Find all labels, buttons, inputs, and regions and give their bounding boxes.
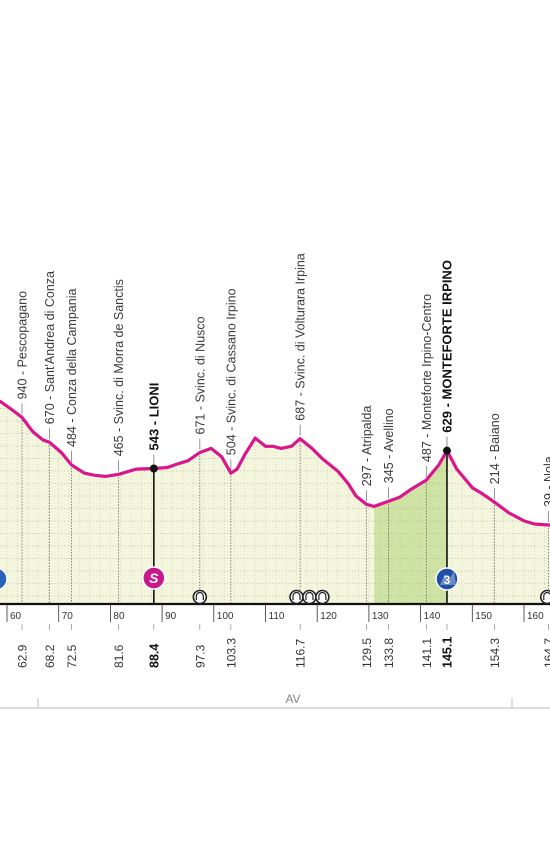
location-label-bold: 629 - MONTEFORTE IRPINO — [440, 260, 455, 433]
location-label: 504 - Svinc. di Cassano Irpino — [224, 288, 238, 455]
distance-label: 97.3 — [193, 644, 207, 668]
location-label: 671 - Svinc. di Nusco — [193, 316, 207, 434]
km-tick-label: 60 — [10, 611, 22, 622]
kom-mountain-icon — [439, 571, 456, 585]
distance-label: 154.3 — [488, 638, 502, 668]
location-label: 214 - Baiano — [488, 413, 502, 484]
profile-area — [0, 401, 550, 604]
distance-label: 68.2 — [43, 644, 57, 668]
profile-area-layer — [0, 401, 550, 604]
tunnel-icon — [315, 589, 330, 605]
distance-label: 129.5 — [360, 638, 374, 668]
finish-point-dot — [149, 464, 158, 473]
climb-highlight-area — [374, 450, 447, 604]
distance-label: 88.4 — [147, 644, 161, 668]
km-tick-label: 120 — [320, 611, 337, 622]
distance-label: 164.7 — [542, 638, 550, 668]
location-label: 940 - Pescopagano — [16, 291, 30, 399]
province-label: AV — [285, 692, 300, 706]
province-bar: AV — [0, 692, 550, 709]
km-axis: 60 70 80 90 100 110 120 130 140 150 160 — [0, 602, 550, 622]
distance-label: 141.1 — [420, 638, 434, 668]
km-tick-label: 130 — [372, 611, 389, 622]
km-tick-label: 140 — [424, 611, 441, 622]
kom-badge-label: 3 — [444, 573, 451, 587]
sprint-badge-label: S — [149, 570, 159, 586]
location-label: 297 - Atripalda — [360, 406, 374, 487]
tunnel-icon — [302, 589, 317, 605]
km-tick-label: 110 — [269, 611, 285, 622]
distance-label: 62.9 — [16, 644, 30, 668]
profile-line — [0, 399, 550, 527]
profile-line-layer — [0, 399, 550, 527]
tunnel-icon — [192, 589, 208, 605]
location-label: 345 - Avellino — [382, 408, 396, 483]
tunnel-icon — [289, 589, 304, 605]
km-tick-label: 150 — [475, 611, 492, 622]
location-label: 487 - Monteforte Irpino-Centro — [420, 294, 434, 462]
location-label: 687 - Svinc. di Volturara Irpina — [294, 253, 308, 420]
distance-labels: 62.9 68.2 72.5 81.6 88.4 97.3 103.3 116.7 129.5 1… — [16, 624, 550, 668]
sprint-badge-icon — [142, 566, 166, 590]
kom-badge-icon — [435, 567, 459, 591]
tunnel-icon — [539, 589, 550, 605]
km-tick-label: 70 — [62, 611, 74, 622]
km-tick-label: 80 — [113, 611, 125, 622]
distance-label: 81.6 — [112, 644, 126, 668]
distance-label: 116.7 — [294, 639, 308, 668]
km-tick-label: 90 — [165, 611, 177, 622]
distance-label: 72.5 — [65, 644, 79, 668]
km-tick-label: 100 — [217, 611, 234, 622]
location-label: 670 - Sant'Andrea di Conza — [43, 271, 57, 424]
km-tick-label: 160 — [527, 611, 544, 622]
start-badge-icon — [0, 567, 8, 591]
distance-label: 133.8 — [382, 638, 396, 668]
location-label: 484 - Conza della Campania — [65, 289, 79, 447]
location-label-bold: 543 - LIONI — [146, 383, 161, 451]
finish-point-dot — [442, 446, 451, 455]
distance-label: 145.1 — [441, 637, 455, 668]
location-label: 39 - Nola — [542, 456, 550, 507]
distance-label: 103.3 — [224, 638, 238, 668]
location-label: 465 - Svinc. di Morra de Sanctis — [112, 279, 126, 456]
location-labels: 940 - Pescopagano 670 - Sant'Andrea di Co… — [16, 253, 550, 507]
